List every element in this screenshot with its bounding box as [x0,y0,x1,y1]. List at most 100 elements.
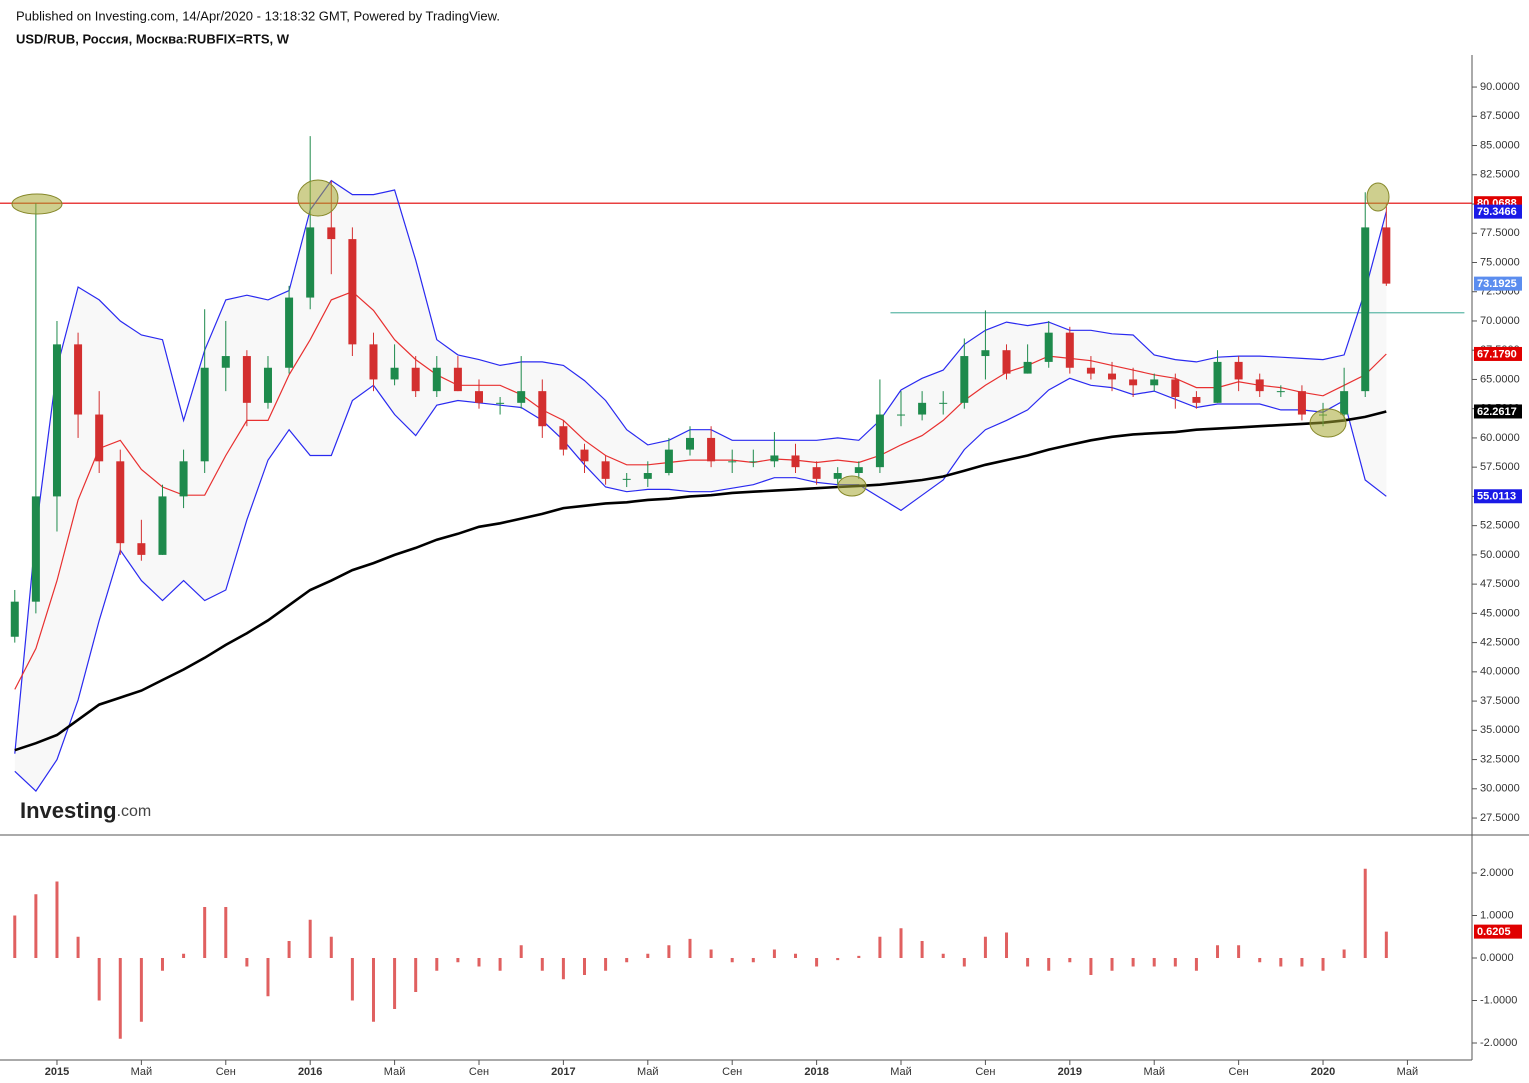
last-value-badge [1474,924,1522,939]
y-tick-label: 90.0000 [1480,81,1520,93]
histogram-bar [772,949,776,958]
histogram-bar [350,957,354,1001]
histogram-bar [836,957,840,961]
annotations [11,179,1390,497]
y-tick-label: 2.0000 [1480,867,1514,879]
histogram-bar [182,953,186,958]
y-tick-label: 87.5000 [1480,110,1520,122]
candle-body [285,297,294,368]
x-tick-label: Май [890,1066,912,1078]
y-tick-label: 32.5000 [1480,753,1520,765]
x-tick-label: Май [384,1066,406,1078]
y-tick-label: 35.0000 [1480,724,1520,736]
indicator-line [14,377,1387,793]
candle-body [221,356,230,368]
last-value-badge [1474,204,1522,219]
histogram-bar [371,957,375,1022]
candle-body [918,402,927,415]
histogram-bar [604,957,608,971]
candle-body [664,449,673,474]
y-tick-label: 37.5000 [1480,695,1520,707]
candle-body [749,461,758,463]
x-tick-label: 2017 [551,1066,575,1078]
histogram-bar [1279,957,1283,967]
y-tick-label: 45.0000 [1480,607,1520,619]
histogram-bar [899,928,903,958]
y-tick-label: 27.5000 [1480,812,1520,824]
y-tick-label: 70.0000 [1480,315,1520,327]
histogram-bar [815,957,819,967]
y-tick-label: 52.5000 [1480,520,1520,532]
candle-body [200,367,209,462]
candle-body [686,437,694,450]
histogram-bar [1321,957,1325,971]
histogram-bar [393,957,397,1009]
candle-body [875,414,884,468]
histogram-bar [1173,957,1177,967]
candle-body [517,391,526,403]
last-value-label: 73.1925 [1477,278,1517,290]
candle-body [1171,379,1180,397]
indicator-line [14,179,1387,754]
candle-body [327,227,336,240]
candle-body [1382,227,1391,284]
candle-body [1192,396,1201,403]
candle-body [833,473,842,479]
histogram-bar [308,919,312,958]
histogram-bar [287,940,291,958]
y-tick-label: 57.5000 [1480,461,1520,473]
x-tick-label: Май [131,1066,153,1078]
candle-body [474,391,483,403]
indicator-line [14,291,1387,690]
histogram-bar [941,953,945,958]
candle-body [348,239,357,345]
histogram-bar [76,936,80,958]
logo-suffix: .com [117,803,152,820]
candle-body [74,344,83,415]
histogram-bar [34,894,38,958]
histogram-bar [266,957,270,997]
y-tick-label: 65.0000 [1480,373,1520,385]
y-tick-label: 1.0000 [1480,909,1514,921]
histogram-bar [920,940,924,958]
x-tick-label: Май [1397,1066,1419,1078]
candle-body [116,461,125,544]
candle-body [1255,379,1264,392]
histogram-bar [55,881,59,958]
y-tick-label: 77.5000 [1480,227,1520,239]
candle-body [897,414,906,416]
histogram-bar [1194,957,1198,971]
y-tick-label: 42.5000 [1480,637,1520,649]
highlight-ellipse [11,193,63,215]
candle-body [432,367,441,392]
y-tick-label: 40.0000 [1480,666,1520,678]
candle-body [158,496,167,555]
candle-body [31,496,40,602]
x-tick-label: Май [1143,1066,1165,1078]
y-tick-label: 0.0000 [1480,952,1514,964]
last-value-badge [1474,404,1522,419]
logo-brand: Investing [20,798,117,823]
candle-body [622,478,631,480]
candle-body [1297,391,1306,415]
candle-body [770,455,779,462]
histogram-bar [1068,957,1072,963]
histogram-bar [1384,931,1388,958]
plot-layers [0,136,1472,1039]
candle-body [179,461,188,497]
candle-body [390,367,399,380]
candle-body [643,473,652,479]
histogram-bar [435,957,439,971]
histogram-bar [477,957,481,967]
x-tick-label: Сен [216,1066,236,1078]
histogram-bar [1342,949,1346,958]
highlight-ellipse [1366,182,1390,212]
x-tick-label: Май [637,1066,659,1078]
histogram-bar [456,957,460,963]
candle-body [707,437,716,462]
histogram-bar [97,957,101,1001]
candle-body [1023,361,1032,374]
histogram-bar [1005,932,1009,958]
y-tick-label: 85.0000 [1480,139,1520,151]
